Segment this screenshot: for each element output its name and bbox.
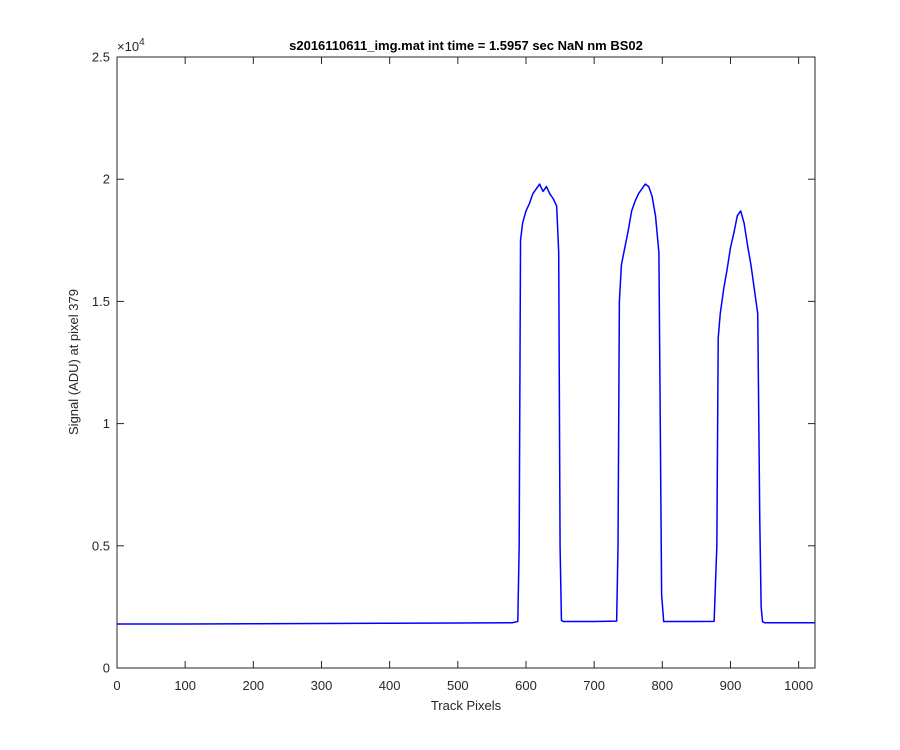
- x-tick-label: 0: [113, 678, 120, 693]
- x-tick-label: 500: [447, 678, 469, 693]
- y-tick-label: 2.5: [92, 50, 110, 65]
- x-tick-label: 400: [379, 678, 401, 693]
- series-line: [117, 183, 815, 625]
- x-tick-label: 700: [583, 678, 605, 693]
- series-layer: [117, 183, 815, 625]
- y-tick-label: 0: [103, 661, 110, 676]
- y-tick-label: 2: [103, 172, 110, 187]
- x-tick-label: 300: [311, 678, 333, 693]
- x-axis-label: Track Pixels: [431, 698, 502, 713]
- y-tick-label: 1.5: [92, 294, 110, 309]
- x-tick-label: 200: [242, 678, 264, 693]
- x-tick-label: 100: [174, 678, 196, 693]
- y-axis-exponent: ×104: [117, 37, 145, 54]
- axes-box: [116, 56, 816, 669]
- x-tick-label: 600: [515, 678, 537, 693]
- y-axis-label: Signal (ADU) at pixel 379: [66, 289, 81, 435]
- x-tick-label: 1000: [784, 678, 813, 693]
- y-axis-exponent-power: 4: [139, 37, 145, 48]
- y-tick-label: 0.5: [92, 538, 110, 553]
- y-tick-label: 1: [103, 416, 110, 431]
- chart-title: s2016110611_img.mat int time = 1.5957 se…: [289, 38, 643, 53]
- x-tick-label: 800: [651, 678, 673, 693]
- tick-labels: 0 100 200 300 400 500 600 700 800 900 1000 0 0.5 1 1.5…: [92, 50, 813, 694]
- x-tick-label: 900: [720, 678, 742, 693]
- y-axis-exponent-base: ×10: [117, 39, 139, 54]
- plot-area: [117, 57, 815, 668]
